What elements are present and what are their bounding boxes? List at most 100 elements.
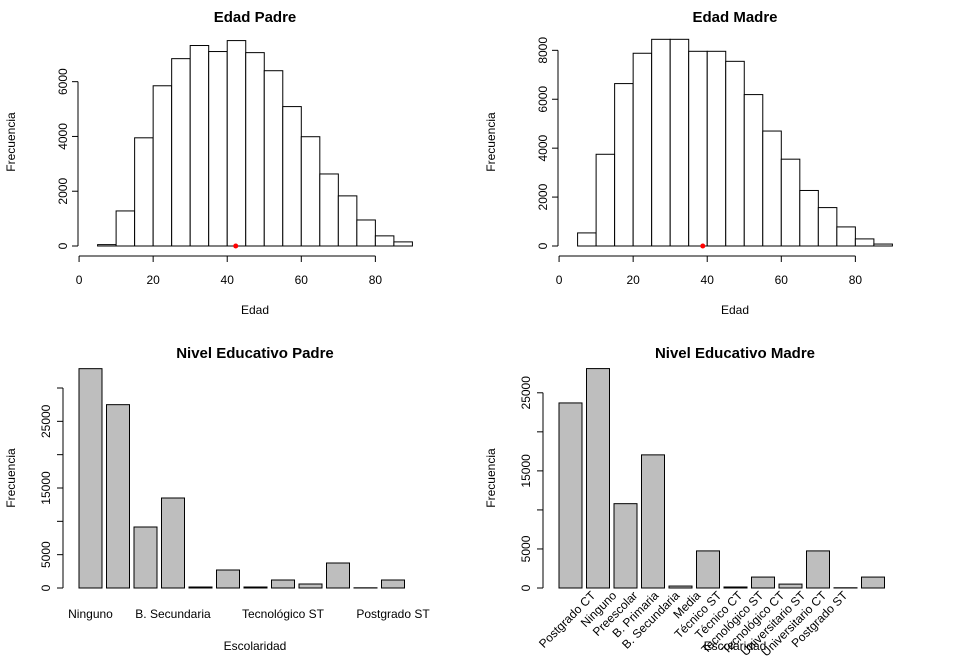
bar (613, 503, 638, 589)
bar (743, 94, 764, 247)
bar (319, 173, 339, 247)
bar (243, 586, 268, 589)
bar (586, 368, 610, 589)
bar (393, 241, 413, 247)
bar (298, 583, 323, 589)
y-tick-label: 0 (519, 584, 533, 591)
bar (668, 585, 693, 589)
y-axis-label: Frecuencia (4, 448, 18, 508)
bar (799, 189, 819, 247)
bar (208, 51, 228, 247)
y-tick-label: 2000 (536, 183, 550, 210)
y-tick-label: 25000 (39, 404, 53, 438)
x-axis-label: Edad (721, 303, 749, 317)
bar (836, 226, 856, 247)
bar (861, 576, 885, 589)
bar (337, 195, 358, 247)
x-tick-label: 60 (295, 273, 309, 287)
y-axis-label: Frecuencia (484, 112, 498, 172)
bar (271, 579, 295, 589)
x-axis-label: Edad (241, 303, 269, 317)
bar (762, 130, 782, 247)
bar (723, 586, 748, 589)
y-tick-label: 15000 (39, 471, 53, 505)
bar (326, 562, 350, 589)
x-tick-label: 80 (849, 273, 863, 287)
bar (696, 550, 720, 589)
x-axis-label: Escolaridad (704, 639, 767, 653)
bar (817, 207, 838, 247)
y-tick-label: 25000 (519, 376, 533, 410)
x-tick-label: 0 (556, 273, 563, 287)
x-tick-label: 40 (701, 273, 715, 287)
mean-marker (700, 243, 706, 249)
chart-title: Nivel Educativo Madre (655, 345, 815, 362)
x-axis-label: Escolaridad (224, 639, 287, 653)
bar (300, 136, 321, 247)
y-tick-label: 2000 (56, 178, 70, 205)
y-tick-label: 5000 (519, 535, 533, 562)
bar (263, 70, 284, 247)
bar (577, 232, 597, 247)
y-tick-label: 5000 (39, 541, 53, 568)
bar (171, 58, 191, 247)
bar (751, 576, 775, 589)
bar (133, 526, 158, 589)
bar (78, 368, 103, 589)
x-tick-label: 0 (76, 273, 83, 287)
bar (374, 235, 395, 247)
x-tick-label: 20 (146, 273, 160, 287)
y-axis-label: Frecuencia (484, 448, 498, 508)
chart-title: Edad Madre (692, 9, 777, 26)
x-tick-label: 20 (626, 273, 640, 287)
chart-title: Nivel Educativo Padre (176, 345, 334, 362)
y-tick-label: 8000 (536, 37, 550, 64)
bar (245, 52, 265, 247)
bar (725, 60, 745, 247)
x-tick-label: B. Secundaria (135, 607, 211, 621)
bar (282, 106, 302, 247)
y-tick-label: 6000 (56, 68, 70, 95)
y-tick-label: 0 (56, 242, 70, 249)
bar (152, 85, 173, 247)
bar (854, 238, 875, 247)
chart-title: Edad Padre (214, 9, 297, 26)
bar (161, 497, 185, 589)
y-tick-label: 0 (39, 584, 53, 591)
y-tick-label: 0 (536, 242, 550, 249)
y-tick-label: 4000 (56, 123, 70, 150)
bar (595, 153, 616, 247)
mean-marker (233, 243, 239, 249)
bar (780, 158, 801, 247)
x-tick-label: 80 (369, 273, 383, 287)
bar (688, 50, 708, 247)
bar (641, 454, 665, 589)
bar (189, 45, 210, 247)
x-tick-label: Ninguno (68, 607, 113, 621)
x-tick-label: 60 (775, 273, 789, 287)
bar (873, 243, 893, 247)
bar (778, 583, 803, 589)
bar (115, 210, 136, 247)
bar (651, 38, 671, 247)
bar (706, 50, 727, 247)
y-tick-label: 6000 (536, 86, 550, 113)
bar (632, 52, 653, 247)
bar (106, 404, 130, 589)
x-tick-label: Tecnológico ST (242, 607, 325, 621)
bar (558, 402, 583, 589)
bar (356, 219, 376, 247)
bar (134, 137, 154, 247)
y-tick-label: 15000 (519, 454, 533, 488)
y-axis-label: Frecuencia (4, 112, 18, 172)
x-tick-label: Postgrado ST (356, 607, 430, 621)
bar (614, 83, 634, 247)
bar (669, 38, 690, 247)
bar (381, 579, 405, 589)
bar (806, 550, 830, 589)
x-tick-label: 40 (221, 273, 235, 287)
bar (216, 569, 240, 589)
y-tick-label: 4000 (536, 134, 550, 161)
bar (188, 586, 213, 589)
